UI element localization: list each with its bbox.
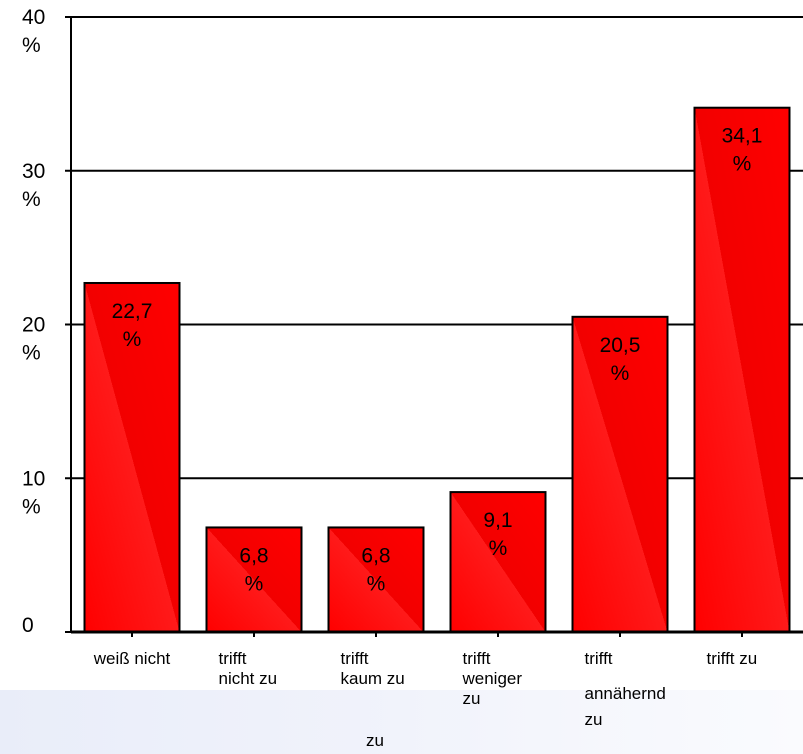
category-label-line: zu — [463, 689, 481, 708]
category-label: trifft kaum zu zu — [341, 649, 405, 750]
bar — [327, 526, 425, 634]
category-label-line: trifft — [219, 649, 247, 668]
bar-value-label-line: % — [123, 328, 142, 351]
bar-value-label-line: 6,8 — [361, 544, 390, 567]
category-label-line: trifft — [341, 649, 369, 668]
category-label-line: nicht zu — [219, 669, 278, 688]
y-tick-label: 0 — [22, 614, 34, 637]
category-label-line: weiß nicht — [93, 649, 171, 668]
category-label-line: zu — [366, 731, 384, 750]
axes — [65, 16, 803, 637]
background-band — [0, 690, 803, 754]
bar — [449, 491, 547, 633]
gridlines — [71, 16, 803, 480]
bar-value-label-line: 34,1 — [722, 125, 763, 148]
y-tick-label-line: 40 — [22, 6, 45, 29]
bar — [693, 106, 791, 633]
bar-value-label-line: 22,7 — [112, 300, 153, 323]
y-tick-label-line: % — [22, 495, 41, 518]
bar-value-label: 34,1% — [722, 125, 763, 176]
category-label-line: zu — [585, 710, 603, 729]
y-tick-label: 20% — [22, 314, 45, 365]
category-label-line: annähernd — [585, 684, 666, 703]
bar-value-label-line: % — [367, 572, 386, 595]
bar-value-label: 6,8% — [361, 544, 390, 595]
y-tick-label: 40% — [22, 6, 45, 57]
y-tick-label: 10% — [22, 467, 45, 518]
y-tick-label-line: 30 — [22, 160, 45, 183]
category-label-line: trifft — [585, 649, 613, 668]
category-label-line: trifft zu — [707, 649, 758, 668]
bar-value-label-line: % — [611, 362, 630, 385]
category-label-line: kaum zu — [341, 669, 405, 688]
bar-value-label-line: 6,8 — [239, 544, 268, 567]
y-tick-label-line: % — [22, 188, 41, 211]
y-tick-label-line: 0 — [22, 614, 34, 637]
bar-value-label-line: % — [733, 153, 752, 176]
category-label: trifft weniger zu — [462, 649, 523, 708]
y-tick-label-line: % — [22, 342, 41, 365]
bar — [205, 526, 303, 634]
bar-value-label-line: % — [489, 537, 508, 560]
bar-value-label: 6,8% — [239, 544, 268, 595]
bar-value-label-line: % — [245, 572, 264, 595]
category-label-line: weniger — [462, 669, 523, 688]
bar-value-label: 9,1% — [483, 509, 512, 560]
y-tick-label: 30% — [22, 160, 45, 211]
y-tick-label-line: % — [22, 34, 41, 57]
bar-value-label: 20,5% — [600, 334, 641, 385]
bar-value-label: 22,7% — [112, 300, 153, 351]
category-label: weiß nicht — [93, 649, 171, 668]
bars — [83, 106, 791, 634]
category-label-line: trifft — [463, 649, 491, 668]
bar — [571, 315, 669, 633]
y-tick-label-line: 10 — [22, 467, 45, 490]
category-label: trifft zu — [707, 649, 758, 668]
category-label: trifft annähernd zu — [585, 649, 666, 729]
y-tick-label-line: 20 — [22, 314, 45, 337]
bar-value-label-line: 9,1 — [483, 509, 512, 532]
bar-value-label-line: 20,5 — [600, 334, 641, 357]
category-label: trifft nicht zu — [219, 649, 278, 688]
